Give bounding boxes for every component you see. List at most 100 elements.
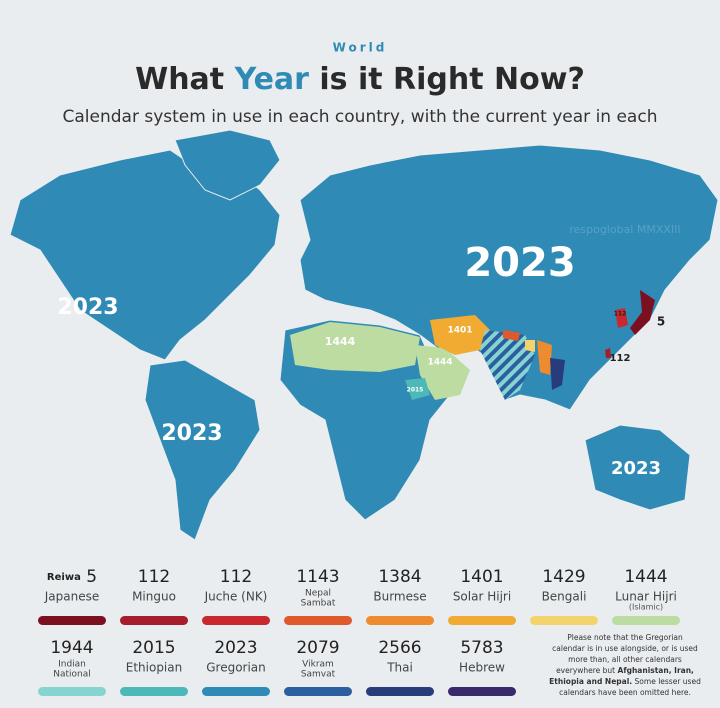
note-line: everywhere but Afghanistan, Iran, xyxy=(556,666,694,675)
legend-name: Gregorian xyxy=(206,661,266,675)
legend-year-value: 5783 xyxy=(460,638,503,658)
legend-year-value: 2566 xyxy=(378,638,421,658)
legend-year-value: 1944 xyxy=(50,638,93,658)
taiwan xyxy=(605,348,611,358)
bangladesh xyxy=(525,340,535,352)
greenland xyxy=(174,129,281,201)
legend-year-value: 5 xyxy=(86,567,97,587)
arabia-lunar-hijri xyxy=(415,345,470,400)
legend-swatch xyxy=(38,687,106,696)
note-part: Afghanistan, Iran, xyxy=(618,666,695,675)
legend-year: 1444 xyxy=(624,567,667,587)
ethiopia xyxy=(405,378,430,400)
india-hatched xyxy=(480,330,535,400)
legend-sub: (Islamic) xyxy=(629,603,663,612)
map-year-label: 5 xyxy=(657,315,665,329)
legend-name: Ethiopian xyxy=(126,661,182,675)
legend-year: 1384 xyxy=(378,567,421,587)
legend-name: Burmese xyxy=(373,590,426,604)
map-year-label: 2023 xyxy=(161,421,222,446)
legend-year: 1401 xyxy=(460,567,503,587)
japan xyxy=(630,290,655,335)
map-year-label: 1401 xyxy=(447,326,472,336)
legend-swatch xyxy=(120,616,188,625)
legend-name: Samvat xyxy=(301,670,336,680)
legend-year: Reiwa 5 xyxy=(47,567,97,587)
legend-name: Japanese xyxy=(44,590,100,604)
note-part: more than, all other calendars xyxy=(568,655,682,664)
nepal xyxy=(503,330,520,341)
note-part: Ethiopia and Nepal. xyxy=(549,677,632,686)
legend-swatch xyxy=(448,687,516,696)
legend-year: 5783 xyxy=(460,638,503,658)
legend-year-value: 112 xyxy=(138,567,170,587)
legend-year-value: 1143 xyxy=(296,567,339,587)
title: What Year is it Right Now? xyxy=(135,62,585,97)
legend-prefix: Reiwa xyxy=(47,572,81,583)
note-line: Please note that the Gregorian xyxy=(567,633,683,642)
title-part: Year xyxy=(234,62,310,97)
map-year-label: 2023 xyxy=(611,458,661,479)
title-part: is it Right Now? xyxy=(309,62,585,97)
map-year-label: 2023 xyxy=(464,240,575,286)
legend-name: Vikram xyxy=(302,660,334,670)
note-part: calendars have been omitted here. xyxy=(559,688,691,697)
legend-swatch xyxy=(530,616,598,625)
legend-year-value: 2015 xyxy=(132,638,175,658)
legend-name: Nepal xyxy=(305,589,331,599)
legend-name: Solar Hijri xyxy=(453,590,511,604)
legend-swatch xyxy=(202,687,270,696)
legend-year: 112 xyxy=(138,567,170,587)
legend-year-value: 1429 xyxy=(542,567,585,587)
legend-swatch xyxy=(38,616,106,625)
note-part: calendar is in use alongside, or is used xyxy=(552,644,698,653)
legend-year: 1429 xyxy=(542,567,585,587)
legend-name: Hebrew xyxy=(459,661,505,675)
thailand xyxy=(550,358,565,390)
map-year-label: 1444 xyxy=(427,358,452,368)
legend-year: 2079 xyxy=(296,638,339,658)
legend-year-value: 2079 xyxy=(296,638,339,658)
note-part: Please note that the Gregorian xyxy=(567,633,683,642)
legend-name: Minguo xyxy=(132,590,176,604)
legend-name: Sambat xyxy=(301,599,336,609)
subtitle: Calendar system in use in each country, … xyxy=(63,107,658,127)
legend-year-value: 112 xyxy=(220,567,252,587)
note-line: Ethiopia and Nepal. Some lesser used xyxy=(549,677,701,686)
legend-name: Lunar Hijri xyxy=(615,590,677,604)
legend-swatch xyxy=(366,616,434,625)
legend-name: Juche (NK) xyxy=(204,590,268,604)
legend-year: 112 xyxy=(220,567,252,587)
iran-afghanistan-solar-hijri xyxy=(430,315,490,355)
legend-year-value: 1401 xyxy=(460,567,503,587)
legend-year: 2015 xyxy=(132,638,175,658)
north-africa-lunar-hijri xyxy=(290,322,420,372)
eurasia xyxy=(299,144,719,411)
legend-swatch xyxy=(120,687,188,696)
legend-year-value: 1384 xyxy=(378,567,421,587)
legend-year: 1143 xyxy=(296,567,339,587)
note-line: calendar is in use alongside, or is used xyxy=(552,644,698,653)
map-year-label: 1444 xyxy=(325,335,356,348)
legend-year: 2023 xyxy=(214,638,257,658)
note-line: calendars have been omitted here. xyxy=(559,688,691,697)
title-part: What xyxy=(135,62,234,97)
legend-swatch xyxy=(202,616,270,625)
world-map: respoglobal MMXXIII 2023 2023 2023 2023 1444 1… xyxy=(9,129,719,541)
legend-year: 2566 xyxy=(378,638,421,658)
legend-name: Indian xyxy=(58,660,86,670)
map-year-label: 112 xyxy=(610,353,631,364)
legend-year-value: 1444 xyxy=(624,567,667,587)
note-line: more than, all other calendars xyxy=(568,655,682,664)
south-america xyxy=(144,359,261,541)
australia xyxy=(584,424,691,511)
watermark: respoglobal MMXXIII xyxy=(569,223,680,236)
legend-swatch xyxy=(284,687,352,696)
legend-name: National xyxy=(53,670,91,680)
legend-year-value: 2023 xyxy=(214,638,257,658)
africa xyxy=(279,319,451,521)
map-year-label: 112 xyxy=(614,311,627,318)
legend-swatch xyxy=(366,687,434,696)
legend-name: Bengali xyxy=(542,590,587,604)
